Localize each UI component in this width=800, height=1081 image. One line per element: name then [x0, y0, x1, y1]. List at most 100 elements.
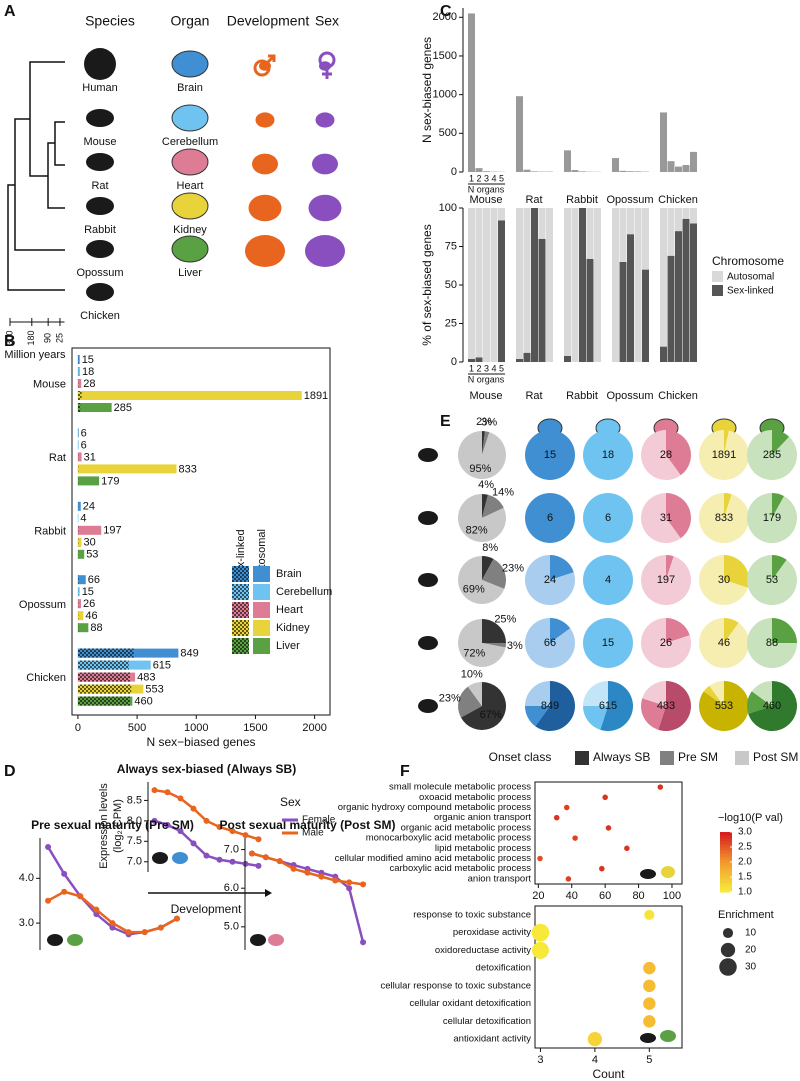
point: [125, 929, 132, 936]
pie-label: 3%: [481, 417, 497, 429]
organ-icon: [171, 148, 209, 176]
pie-total: 24: [544, 574, 556, 586]
pie-slice: [666, 555, 674, 580]
pie-label: 23%: [502, 563, 524, 575]
category-label: Chicken: [658, 390, 698, 402]
sample-icon: [47, 934, 63, 946]
point: [151, 817, 158, 824]
pie-slice: [457, 494, 506, 543]
legend-label: Post SM: [753, 750, 798, 764]
y-tick-label: 50: [445, 279, 457, 291]
phylogeny: [7, 61, 65, 291]
legend-swatch-hatched: [232, 566, 249, 582]
x-axis-label: Development: [171, 902, 242, 916]
tree: [7, 61, 65, 291]
category-label: Mouse: [469, 390, 502, 402]
dot: [537, 855, 543, 862]
bar: [77, 525, 102, 535]
colorbar-label: 2.5: [738, 842, 752, 853]
sample-icon: [268, 934, 284, 946]
sample-icon: [67, 934, 83, 946]
bar-segment: [627, 208, 634, 235]
point: [164, 821, 171, 828]
pie-slice: [525, 706, 550, 727]
value-label: 833: [179, 463, 197, 475]
legend-label: Pre SM: [678, 750, 718, 764]
dot: [644, 909, 655, 920]
pie-slice: [457, 431, 506, 480]
pie-slice: [641, 618, 691, 668]
value-label: 1891: [304, 390, 328, 402]
bar: [571, 170, 579, 172]
term-label: lipid metabolic process: [435, 843, 531, 854]
point: [276, 858, 283, 865]
pie-slice: [751, 681, 772, 706]
colorbar-label: 3.0: [738, 827, 752, 838]
dot: [565, 876, 572, 882]
pie-slice: [525, 681, 550, 706]
point: [229, 828, 236, 835]
colorbar-step: [720, 862, 732, 866]
sex-icon: [312, 153, 338, 175]
pie-label: 82%: [466, 524, 488, 536]
sample-icon: [640, 869, 656, 879]
legend-swatch: [575, 751, 589, 765]
value-label: 88: [90, 622, 102, 634]
pie-slice: [460, 682, 507, 730]
point: [262, 854, 269, 861]
bar-segment: [667, 208, 675, 256]
pie-slice: [666, 430, 691, 476]
bar: [483, 171, 490, 172]
y-axis-label: N sex-biased genes: [420, 37, 434, 143]
organ-label: Cerebellum: [162, 136, 218, 148]
pie-total: 615: [599, 700, 617, 712]
pie-label: 23%: [439, 693, 461, 705]
category-label: Rat: [525, 390, 542, 402]
bar: [619, 170, 627, 172]
bar: [77, 403, 112, 412]
pie-slice: [482, 619, 506, 643]
column-header: Sex: [315, 13, 339, 29]
species-icon: [418, 699, 438, 713]
category-label: Rat: [525, 194, 542, 206]
bar-segment: [660, 346, 667, 362]
subcategory-label: 1: [469, 363, 474, 373]
term-label: anion transport: [468, 873, 532, 884]
pie-total: 4: [605, 574, 611, 586]
term-label: oxoacid metabolic process: [419, 792, 531, 803]
bar: [516, 96, 523, 172]
pie-total: 6: [547, 512, 553, 524]
legend-title: Sex: [280, 795, 301, 809]
colorbar-step: [720, 838, 732, 842]
point: [360, 881, 367, 888]
pie-slice: [772, 555, 787, 580]
pie-slice: [583, 706, 608, 730]
chart-title: Pre sexual maturity (Pre SM): [31, 818, 194, 832]
y-tick-label: 0: [451, 166, 457, 178]
colorbar-step: [720, 883, 732, 887]
y-tick-label: 8.5: [127, 794, 142, 806]
pie-total: 849: [541, 700, 559, 712]
legend-title: Onset class: [489, 750, 552, 764]
category-label: Rabbit: [566, 194, 598, 206]
pie-slice: [699, 555, 748, 605]
sample-icon: [152, 852, 168, 864]
plot-frame: [534, 905, 683, 1049]
pie-slice: [640, 493, 681, 543]
size-legend-dot: [722, 927, 734, 939]
sex-icon: [305, 235, 345, 267]
bar: [77, 476, 100, 486]
sex-linked-bar: [77, 599, 79, 609]
size-legend-label: 30: [745, 962, 757, 973]
colorbar-step: [720, 856, 732, 860]
term-label: monocarboxylic acid metabolic process: [366, 833, 532, 844]
pie-slice: [582, 555, 633, 605]
value-label: 285: [114, 402, 132, 414]
point: [164, 789, 171, 796]
bar: [77, 537, 82, 547]
value-label: 26: [83, 598, 95, 610]
bar-segment: [579, 208, 586, 362]
point: [242, 832, 249, 839]
sex-linked-bar: [77, 476, 79, 486]
